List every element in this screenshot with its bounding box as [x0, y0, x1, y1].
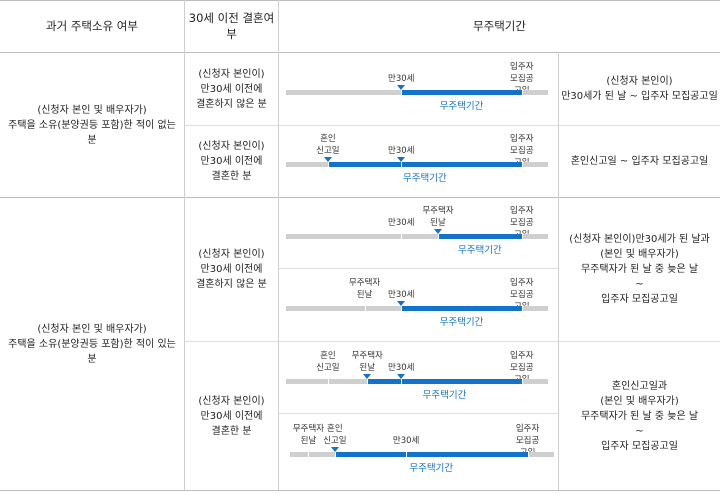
timeline-bar	[286, 234, 548, 239]
timeline-marker-label: 만30세	[388, 146, 415, 156]
timeline-tick	[527, 452, 529, 457]
homeless-period-segment	[334, 452, 528, 457]
timeline-marker-label: 만30세	[388, 74, 415, 84]
timeline-bar	[286, 162, 548, 167]
period-result: (신청자 본인이) 만30세가 된 날 ~ 입주자 모집공고일	[561, 76, 718, 102]
timeline-tick	[327, 162, 329, 167]
timeline-marker-label: 무주택자 된날	[292, 424, 325, 446]
homeless-period-segment	[367, 379, 522, 384]
timeline-marker-arrow	[323, 157, 332, 162]
col-divider	[278, 0, 279, 490]
timeline-tick	[521, 234, 523, 239]
timeline-bar	[286, 90, 548, 95]
row-divider	[184, 125, 720, 126]
ownership-before: (신청자 본인 및 배우자가) 주택을 소유(분양권등 포함)한 적이 있는 분	[8, 323, 176, 365]
col-divider	[184, 0, 185, 490]
ownership-never: (신청자 본인 및 배우자가) 주택을 소유(분양권등 포함)한 적이 없는 분	[8, 104, 176, 146]
timeline-marker-label: 무주택자 된날	[348, 278, 381, 300]
homeless-period-segment	[401, 90, 522, 95]
period-label: 무주택기간	[439, 101, 484, 112]
timeline-marker-arrow	[433, 229, 442, 234]
group-divider	[0, 197, 720, 198]
timeline-tick	[401, 90, 403, 95]
header-period: 무주택기간	[473, 19, 526, 33]
period-label: 무주택기간	[409, 463, 454, 474]
timeline-marker-label: 무주택자 된날	[351, 351, 383, 373]
timeline-marker-arrow	[397, 157, 406, 162]
marriage-cell: (신청자 본인이) 만30세 이전에 결혼하지 않은 분	[196, 249, 267, 290]
marriage-cell: (신청자 본인이) 만30세 이전에 결혼한 분	[198, 395, 265, 437]
homeless-period-segment	[401, 306, 522, 311]
timeline-tick	[406, 452, 408, 457]
timeline-marker-arrow	[330, 447, 339, 452]
period-label: 무주택기간	[439, 317, 484, 328]
timeline-tick	[401, 162, 403, 167]
col-divider	[558, 52, 559, 490]
homeless-period-segment	[437, 234, 522, 239]
header-ownership: 과거 주택소유 여부	[46, 19, 138, 33]
header-bottom-border	[0, 52, 720, 53]
timeline-tick	[308, 452, 310, 457]
timeline-tick	[521, 306, 523, 311]
timeline-marker-arrow	[397, 85, 406, 90]
timeline-bar	[286, 306, 548, 311]
timeline-tick	[364, 306, 366, 311]
timeline-tick	[521, 90, 523, 95]
sub-divider	[278, 268, 558, 269]
timeline-tick	[521, 379, 523, 384]
timeline-marker-label: 무주택자 된날	[422, 206, 454, 228]
timeline-bar	[290, 452, 554, 457]
timeline-tick	[401, 379, 403, 384]
header-marriage: 30세 이전 결혼여부	[188, 11, 275, 41]
period-result: 혼인신고일 ~ 입주자 모집공고일	[570, 156, 709, 167]
period-label: 무주택기간	[403, 173, 447, 184]
table-top-border	[0, 0, 720, 1]
timeline-marker-arrow	[397, 301, 406, 306]
timeline-tick	[401, 234, 403, 239]
homeless-period-segment	[327, 162, 522, 167]
timeline-marker-label: 만30세	[388, 290, 415, 300]
period-label: 무주택기간	[422, 390, 467, 401]
timeline-tick	[327, 379, 329, 384]
timeline-marker-label: 만30세	[388, 363, 415, 373]
table-bottom-border	[0, 490, 720, 491]
timeline-tick	[521, 162, 523, 167]
timeline-tick	[367, 379, 369, 384]
timeline-marker-label: 혼인 신고일	[316, 134, 340, 156]
period-result: 혼인신고일과 (본인 및 배우자가) 무주택자가 된 날 중 늦은 날 ~ 입주…	[580, 380, 699, 452]
row-divider	[184, 341, 720, 342]
period-result: (신청자 본인이)만30세가 된 날과 (본인 및 배우자가) 무주택자가 된 …	[569, 234, 710, 305]
marriage-cell: (신청자 본인이) 만30세 이전에 결혼하지 않은 분	[196, 68, 267, 110]
marriage-cell: (신청자 본인이) 만30세 이전에 결혼한 분	[198, 141, 265, 182]
timeline-marker-label: 만30세	[392, 436, 420, 446]
timeline-marker-label: 혼인 신고일	[316, 351, 340, 373]
timeline-marker-label: 혼인 신고일	[323, 424, 347, 446]
timeline-bar	[286, 379, 548, 384]
period-label: 무주택기간	[458, 245, 502, 256]
timeline-tick	[334, 452, 336, 457]
timeline-tick	[437, 234, 439, 239]
timeline-marker-label: 만30세	[388, 218, 415, 228]
timeline-marker-arrow	[397, 374, 406, 379]
timeline-tick	[401, 306, 403, 311]
sub-divider	[278, 413, 558, 414]
timeline-marker-arrow	[363, 374, 372, 379]
